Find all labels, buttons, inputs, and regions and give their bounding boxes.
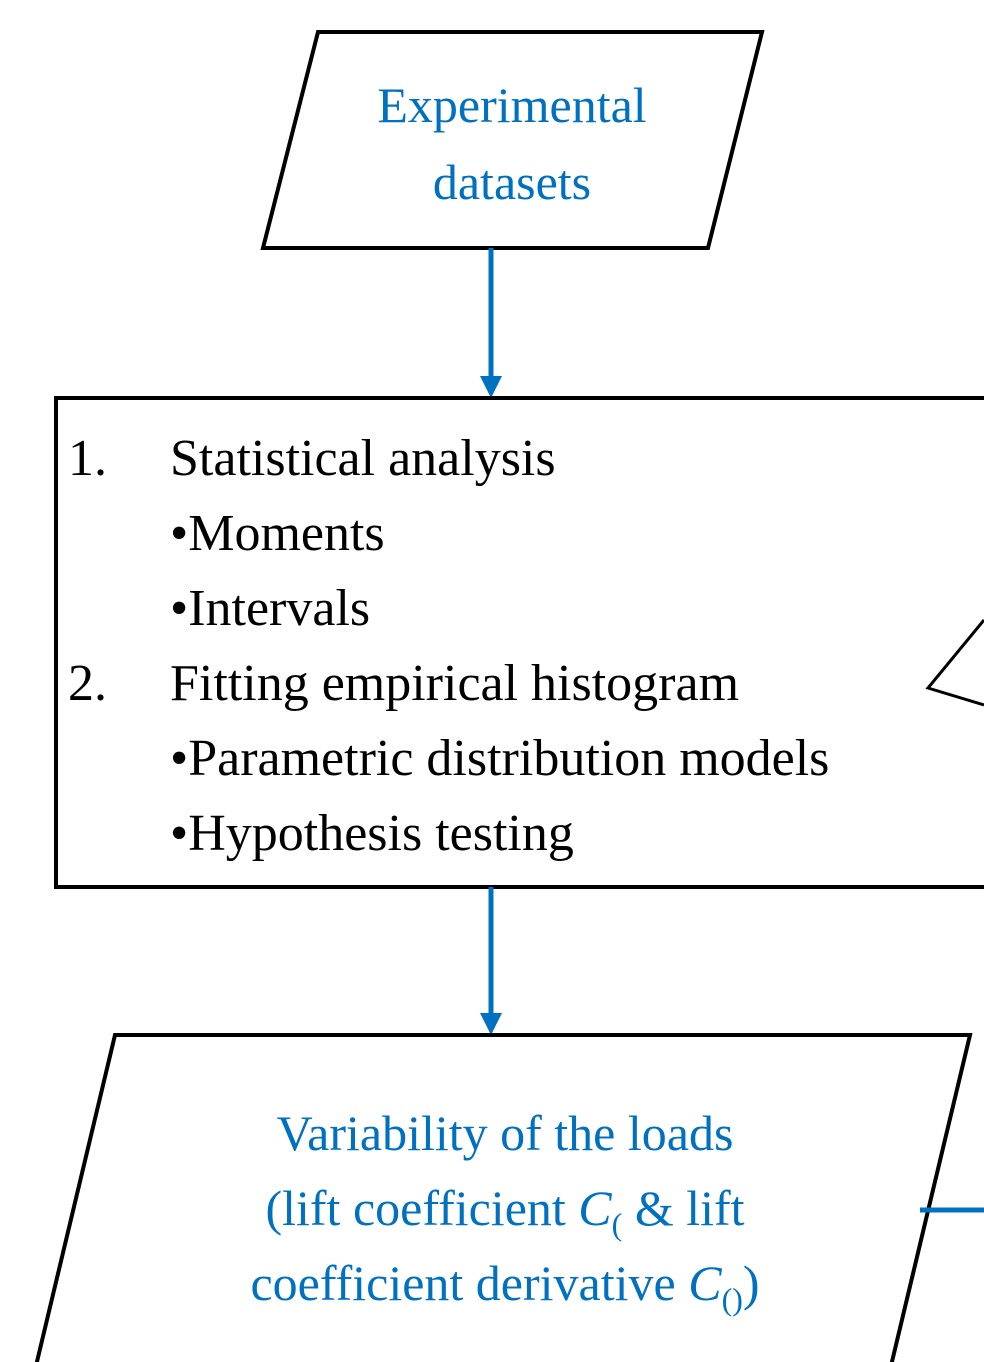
- item-text: Statistical analysis: [170, 430, 556, 487]
- bullet: •Hypothesis testing: [170, 805, 574, 862]
- bullet: •Parametric distribution models: [170, 730, 829, 787]
- text-part: C: [578, 1180, 612, 1236]
- text-part: & lift: [622, 1180, 744, 1236]
- output-shape: [34, 1033, 973, 1362]
- item-number: 1.: [68, 430, 107, 487]
- text-part: (: [612, 1206, 623, 1242]
- item-number: 2.: [68, 655, 107, 712]
- text-part: Variability of the loads: [277, 1105, 734, 1161]
- text-part: C: [688, 1255, 722, 1311]
- bullet: •Moments: [170, 505, 385, 562]
- node-label: Variability of the loads: [277, 1105, 734, 1161]
- text-part: ): [743, 1255, 760, 1311]
- input-shape: [260, 30, 765, 250]
- item-text: Fitting empirical histogram: [170, 655, 739, 712]
- text-part: coefficient derivative: [250, 1255, 688, 1311]
- node-label: (lift coefficient C( & lift: [265, 1180, 744, 1242]
- process-box: [54, 396, 984, 889]
- text-part: (): [722, 1281, 743, 1317]
- content: Experimental datasets 1. Statistical analys…: [68, 77, 829, 1317]
- node-label: datasets: [433, 154, 591, 210]
- arrow-head: [480, 376, 502, 398]
- text-part: (lift coefficient: [265, 1180, 578, 1236]
- side-shape: [925, 619, 984, 707]
- node-label: Experimental: [377, 77, 646, 133]
- bullet: •Intervals: [170, 580, 370, 637]
- node-label: coefficient derivative C()): [250, 1255, 759, 1317]
- arrow-head: [480, 1013, 502, 1035]
